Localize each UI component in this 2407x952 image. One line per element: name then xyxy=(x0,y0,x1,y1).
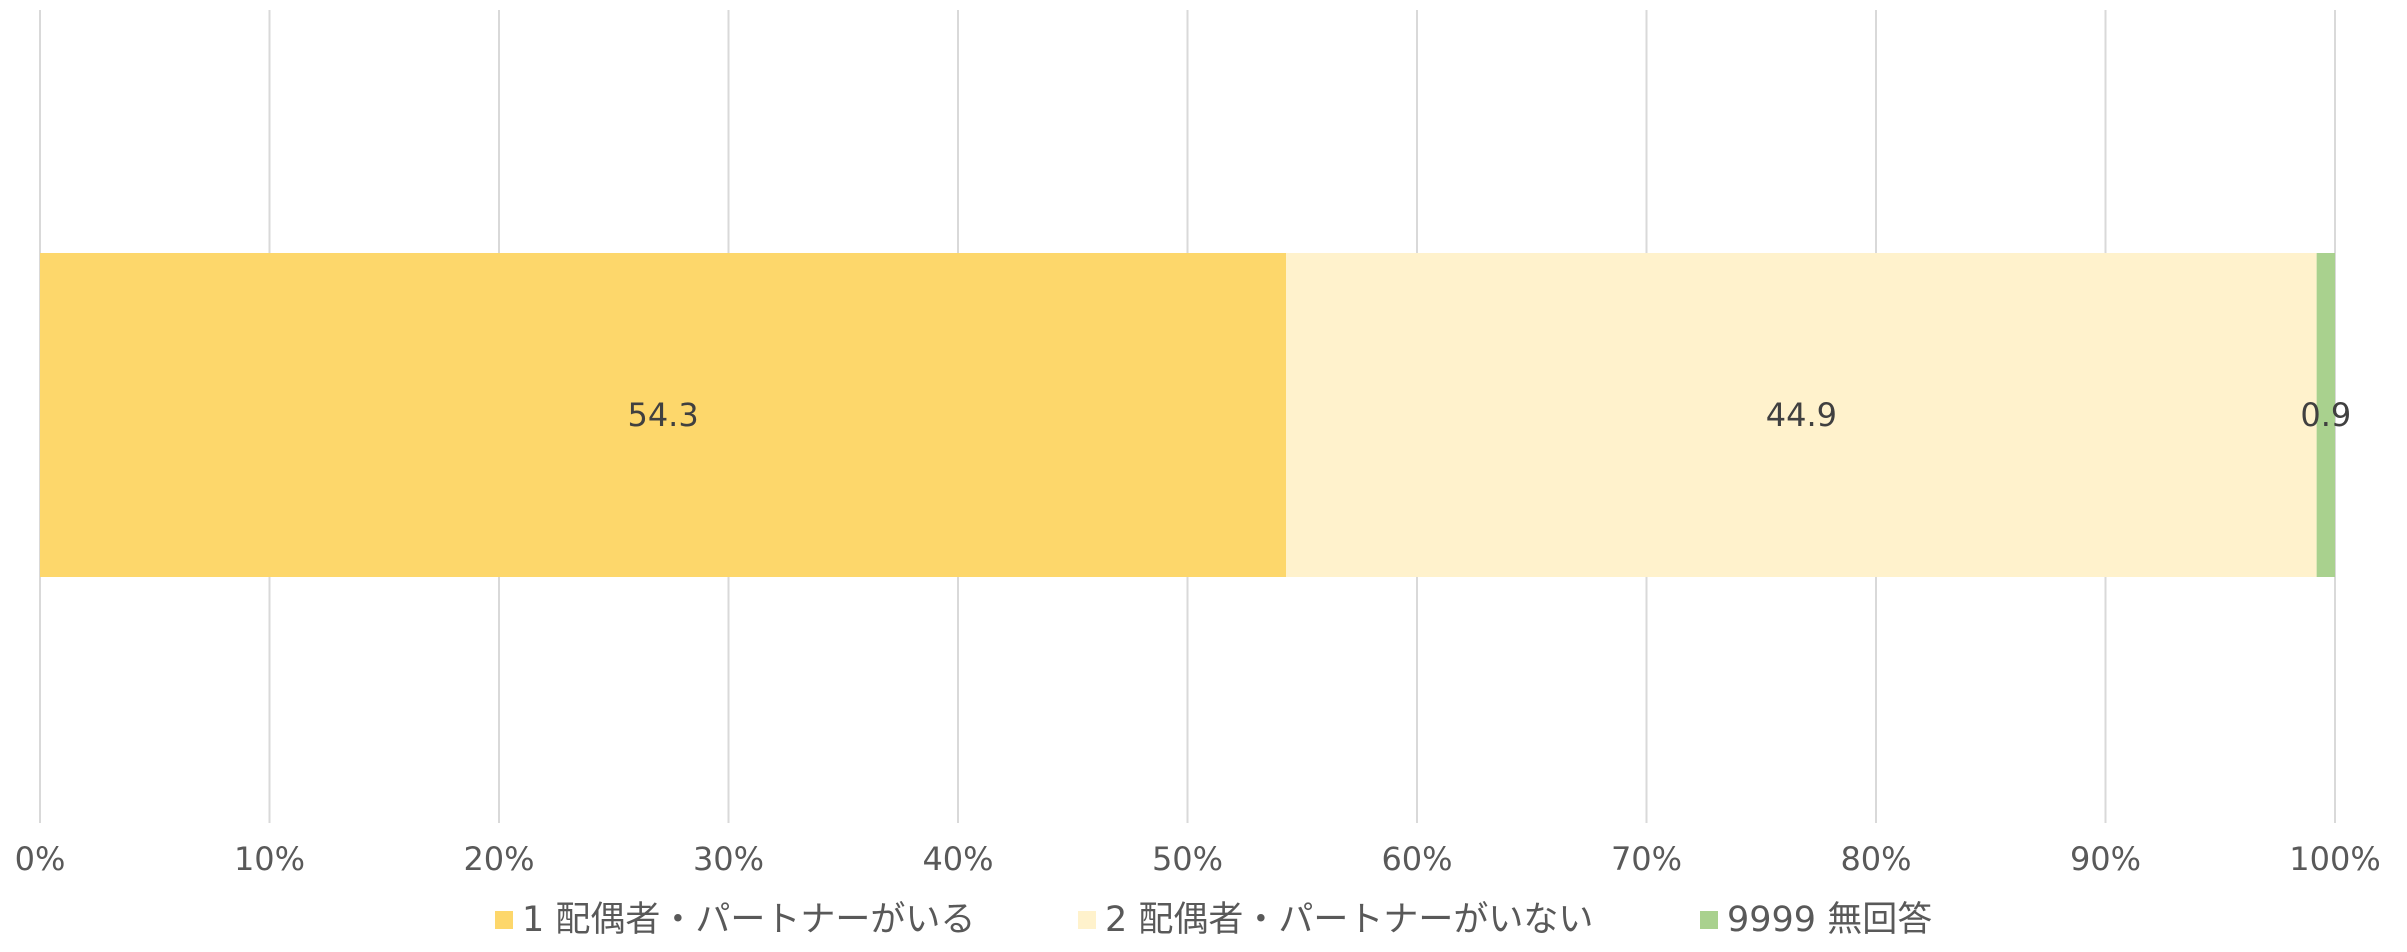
x-tick-label: 70% xyxy=(1611,840,1682,878)
x-tick-label: 60% xyxy=(1381,840,1452,878)
legend-swatch xyxy=(1700,911,1718,929)
legend: 1 配偶者・パートナーがいる 2 配偶者・パートナーがいない 9999 無回答 xyxy=(495,900,1932,940)
legend-label: 2 配偶者・パートナーがいない xyxy=(1105,900,1593,940)
x-tick-label: 50% xyxy=(1152,840,1223,878)
bar-segments xyxy=(40,253,2335,577)
x-tick-label: 40% xyxy=(922,840,993,878)
bar-segment xyxy=(2316,253,2335,577)
x-tick-label: 100% xyxy=(2289,840,2380,878)
bar-segment xyxy=(1286,253,2317,577)
x-tick-label: 20% xyxy=(463,840,534,878)
x-tick-label: 90% xyxy=(2070,840,2141,878)
x-tick-label: 80% xyxy=(1840,840,1911,878)
legend-swatch xyxy=(495,911,513,929)
x-tick-label: 0% xyxy=(15,840,66,878)
data-label: 54.3 xyxy=(627,396,698,434)
legend-swatch xyxy=(1078,911,1096,929)
legend-label: 9999 無回答 xyxy=(1727,900,1932,940)
legend-label: 1 配偶者・パートナーがいる xyxy=(522,900,975,940)
x-tick-label: 30% xyxy=(693,840,764,878)
bar-segment xyxy=(40,253,1287,577)
data-label: 0.9 xyxy=(2300,396,2351,434)
data-labels: 54.3 44.9 0.9 xyxy=(627,396,2351,434)
data-label: 44.9 xyxy=(1766,396,1837,434)
x-tick-label: 10% xyxy=(234,840,305,878)
x-axis-ticks: 0% 10% 20% 30% 40% 50% 60% 70% 80% 90% 100% xyxy=(15,840,2381,878)
